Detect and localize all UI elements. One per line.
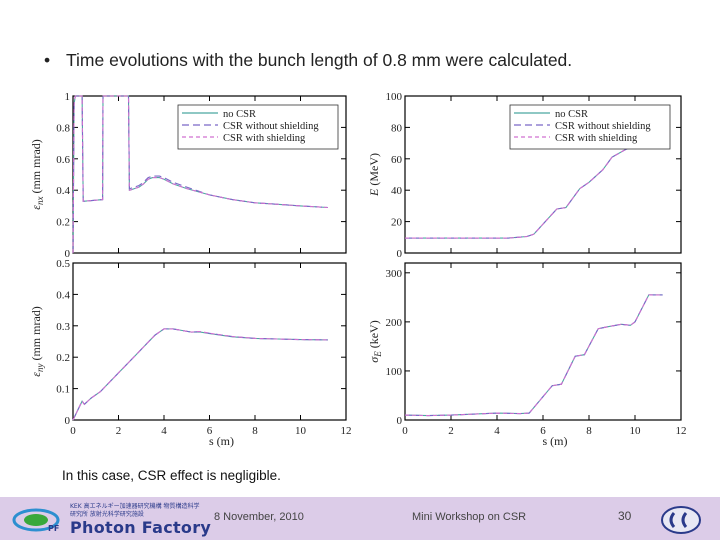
footer-date: 8 November, 2010 [214, 511, 304, 523]
x-axis-label: s (m) [209, 434, 234, 448]
institute-logo-icon [661, 506, 701, 534]
bullet-text: Time evolutions with the bunch length of… [66, 50, 573, 70]
y-tick-label: 0 [65, 248, 71, 260]
legend-box [177, 104, 339, 150]
series-line-csr-with-shielding [404, 294, 663, 417]
series-line-csr-without-shielding [404, 294, 663, 417]
legend-box [509, 104, 671, 150]
y-axis-label-symbol: σ [367, 356, 381, 363]
photon-factory-logo-icon: PF [12, 508, 60, 533]
y-tick-label: 0.8 [56, 122, 70, 134]
conclusion-note: In this case, CSR effect is negligible. [62, 468, 281, 483]
y-axis-label-unit: (mm mrad) [29, 139, 43, 196]
y-tick-label: 80 [391, 122, 403, 134]
y-tick-label: 100 [386, 91, 403, 103]
y-tick-label: 0.3 [56, 321, 70, 333]
y-tick-label: 0.4 [56, 185, 70, 197]
x-tick-label: 8 [252, 425, 258, 437]
y-tick-label: 0 [397, 415, 403, 427]
y-tick-label: 0.2 [56, 352, 70, 364]
legend-label: no CSR [555, 109, 588, 120]
x-tick-label: 6 [540, 425, 546, 437]
legend-label: CSR without shielding [555, 121, 651, 132]
y-tick-label: 40 [391, 185, 403, 197]
series-line-csr-with-shielding [72, 95, 328, 254]
x-tick-label: 6 [207, 425, 213, 437]
x-tick-label: 0 [402, 425, 408, 437]
x-tick-label: 2 [448, 425, 454, 437]
legend-label: CSR with shielding [223, 133, 306, 144]
y-axis-label: εny (mm mrad) [29, 306, 45, 377]
x-tick-label: 10 [295, 425, 307, 437]
series-line-no-csr [72, 328, 328, 421]
y-axis-label-symbol: E [367, 188, 381, 197]
y-tick-label: 0.2 [56, 217, 70, 229]
x-tick-label: 10 [630, 425, 642, 437]
y-axis-label-symbol: ε [29, 205, 43, 210]
y-axis-label-subscript: ny [35, 364, 45, 373]
legend-label: CSR without shielding [223, 121, 319, 132]
y-axis-label: E (MeV) [367, 153, 381, 197]
x-tick-label: 12 [676, 425, 687, 437]
y-axis-label-subscript: E [373, 351, 383, 358]
bullet-line: • Time evolutions with the bunch length o… [44, 50, 572, 71]
y-axis-label-unit: (mm mrad) [29, 306, 43, 363]
logo-photon-factory-text: Photon Factory [70, 518, 212, 537]
x-tick-label: 8 [586, 425, 592, 437]
series-line-csr-without-shielding [72, 328, 328, 421]
x-tick-label: 12 [341, 425, 352, 437]
plot-frame [72, 262, 347, 421]
y-tick-label: 300 [386, 268, 403, 280]
y-tick-label: 0.5 [56, 258, 70, 270]
y-tick-label: 0 [65, 415, 71, 427]
y-tick-label: 200 [386, 317, 403, 329]
y-axis-label: εnx (mm mrad) [29, 139, 45, 210]
y-tick-label: 1 [65, 91, 71, 103]
y-tick-label: 0 [397, 248, 403, 260]
x-tick-label: 4 [494, 425, 500, 437]
y-tick-label: 60 [391, 154, 403, 166]
y-tick-label: 0.4 [56, 289, 70, 301]
y-tick-label: 20 [391, 217, 403, 229]
y-axis-label-unit: (MeV) [367, 153, 381, 189]
footer-workshop: Mini Workshop on CSR [412, 511, 527, 523]
x-tick-label: 0 [70, 425, 76, 437]
x-axis-label: s (m) [543, 434, 568, 448]
y-tick-label: 0.1 [56, 384, 70, 396]
y-tick-label: 100 [386, 366, 403, 378]
y-tick-label: 0.6 [56, 154, 70, 166]
page-number: 30 [618, 509, 632, 523]
y-axis-label: σE (keV) [367, 320, 383, 362]
legend-label: CSR with shielding [555, 133, 638, 144]
chart-energy-spread: 0 100 200 300 0 2 4 6 8 10 12 s (m) σE (keV) [367, 262, 687, 448]
x-tick-label: 2 [116, 425, 122, 437]
legend-label: no CSR [223, 109, 256, 120]
y-axis-label-unit: (keV) [367, 320, 381, 351]
bullet-symbol: • [44, 50, 51, 70]
series-line-no-csr [404, 294, 663, 417]
logo-org-text: KEK 高エネルギー加速器研究機構 物質構造科学研究所 放射光科学研究施設 [70, 503, 200, 518]
chart-emit-y: 0 0.1 0.2 0.3 0.4 0.5 0 2 4 6 8 10 12 s (m) εny (mm mr… [29, 258, 352, 448]
x-tick-label: 4 [161, 425, 167, 437]
y-axis-label-symbol: ε [29, 372, 43, 377]
y-axis-label-subscript: nx [35, 197, 45, 206]
footer-bar [0, 497, 720, 540]
svg-text:PF: PF [48, 524, 59, 533]
series-line-csr-with-shielding [72, 328, 328, 421]
